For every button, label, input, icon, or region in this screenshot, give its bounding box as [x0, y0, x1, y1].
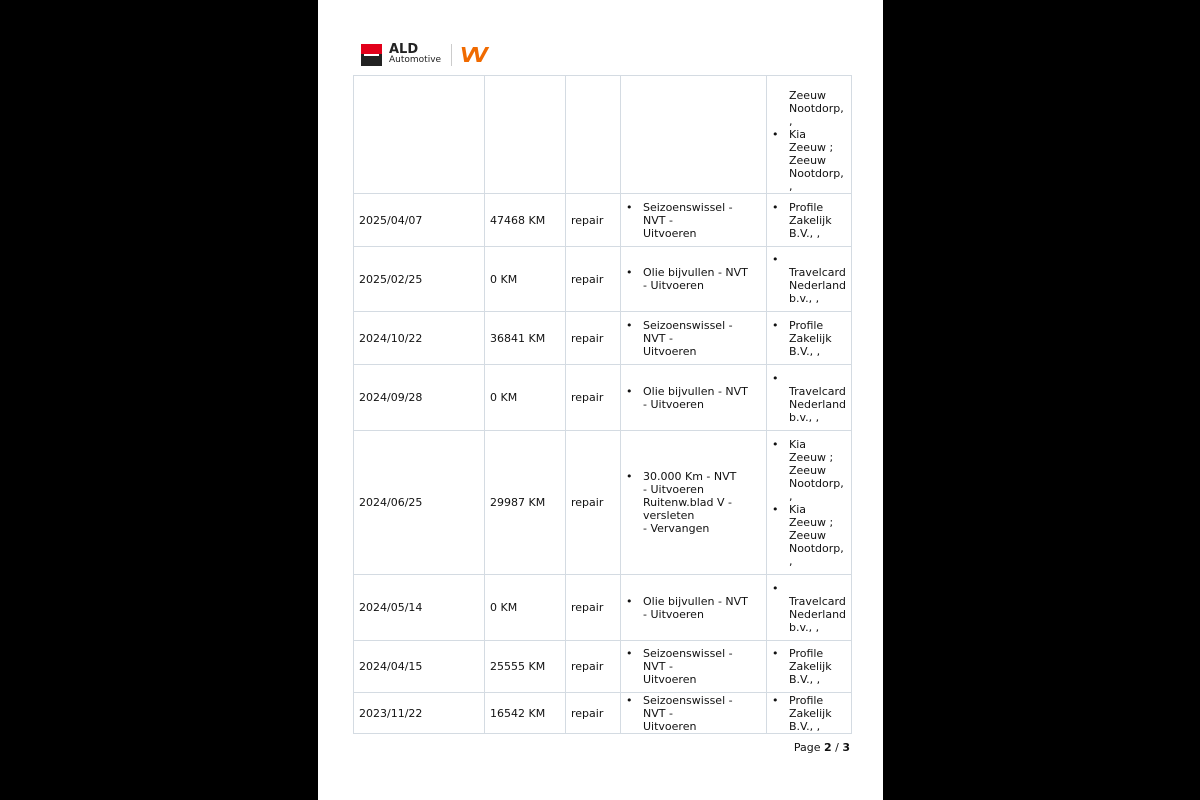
cell-km: 0 KM: [484, 364, 566, 431]
vendor-item: Kia Zeeuw ; Zeeuw Nootdorp, ,: [772, 503, 846, 568]
work-item: 30.000 Km - NVT - Uitvoeren Ruitenw.blad…: [626, 470, 761, 535]
cell-type: repair: [565, 246, 621, 312]
cell-km: 29987 KM: [484, 430, 566, 575]
work-item: Seizoenswissel - NVT - Uitvoeren: [626, 647, 761, 686]
cell-km: 36841 KM: [484, 311, 566, 365]
cell-type: repair: [565, 364, 621, 431]
cell-vendor: Travelcard Nederland b.v., ,: [765, 574, 853, 641]
ald-logo-text: ALD Automotive: [389, 42, 442, 66]
work-item: Seizoenswissel - NVT - Uitvoeren: [626, 201, 761, 240]
cell-work: Seizoenswissel - NVT - Uitvoeren: [620, 692, 767, 734]
cell-vendor: Zeeuw Nootdorp, ,Kia Zeeuw ; Zeeuw Nootd…: [765, 75, 853, 194]
page-current: 2: [823, 741, 832, 754]
cell-vendor: Kia Zeeuw ; Zeeuw Nootdorp, ,Kia Zeeuw ;…: [765, 430, 853, 575]
table-row: Zeeuw Nootdorp, ,Kia Zeeuw ; Zeeuw Nootd…: [353, 75, 853, 194]
page-label: Page: [793, 741, 824, 754]
cell-vendor: Travelcard Nederland b.v., ,: [765, 364, 853, 431]
cell-type: repair: [565, 692, 621, 734]
cell-work: Seizoenswissel - NVT - Uitvoeren: [620, 311, 767, 365]
vendor-item: Travelcard Nederland b.v., ,: [772, 372, 846, 424]
cell-work: Olie bijvullen - NVT - Uitvoeren: [620, 364, 767, 431]
work-item: Olie bijvullen - NVT - Uitvoeren: [626, 385, 761, 411]
leaseplan-logo-icon: VV: [460, 43, 488, 67]
work-item: Seizoenswissel - NVT - Uitvoeren: [626, 694, 761, 733]
cell-date: [353, 75, 485, 194]
logo-divider: [451, 44, 453, 66]
cell-type: repair: [565, 640, 621, 693]
cell-type: repair: [565, 193, 621, 247]
vendor-item: Kia Zeeuw ; Zeeuw Nootdorp, ,: [772, 128, 846, 193]
cell-date: 2024/06/25: [353, 430, 485, 575]
page-total: 3: [842, 741, 850, 754]
work-item: Seizoenswissel - NVT - Uitvoeren: [626, 319, 761, 358]
cell-vendor: Travelcard Nederland b.v., ,: [765, 246, 853, 312]
cell-vendor: Profile Zakelijk B.V., ,: [765, 692, 853, 734]
vendor-item: Profile Zakelijk B.V., ,: [772, 647, 846, 686]
vendor-continued: Zeeuw Nootdorp, ,: [789, 89, 844, 128]
vendor-item: Travelcard Nederland b.v., ,: [772, 582, 846, 634]
logo-sub: Automotive: [389, 55, 442, 65]
logo-brand: ALD: [389, 42, 419, 57]
cell-date: 2024/04/15: [353, 640, 485, 693]
cell-date: 2025/02/25: [353, 246, 485, 312]
maintenance-table: Zeeuw Nootdorp, ,Kia Zeeuw ; Zeeuw Nootd…: [353, 75, 853, 734]
cell-km: [484, 75, 566, 194]
cell-vendor: Profile Zakelijk B.V., ,: [765, 640, 853, 693]
cell-type: repair: [565, 574, 621, 641]
cell-km: 0 KM: [484, 574, 566, 641]
cell-work: Seizoenswissel - NVT - Uitvoeren: [620, 193, 767, 247]
vendor-item: Travelcard Nederland b.v., ,: [772, 253, 846, 305]
cell-km: 0 KM: [484, 246, 566, 312]
cell-km: 25555 KM: [484, 640, 566, 693]
cell-work: Seizoenswissel - NVT - Uitvoeren: [620, 640, 767, 693]
document-page: ALD Automotive VV Zeeuw Nootdorp, ,Kia Z…: [318, 0, 883, 800]
vendor-item: Profile Zakelijk B.V., ,: [772, 319, 846, 358]
cell-work: 30.000 Km - NVT - Uitvoeren Ruitenw.blad…: [620, 430, 767, 575]
page-number: Page 2 / 3: [794, 741, 850, 754]
cell-date: 2023/11/22: [353, 692, 485, 734]
ald-logo-icon: [361, 44, 382, 66]
vendor-item: Kia Zeeuw ; Zeeuw Nootdorp, ,: [772, 438, 846, 503]
cell-type: repair: [565, 430, 621, 575]
cell-work: Olie bijvullen - NVT - Uitvoeren: [620, 246, 767, 312]
cell-date: 2024/05/14: [353, 574, 485, 641]
table-row: 2024/05/140 KMrepairOlie bijvullen - NVT…: [353, 574, 853, 641]
cell-work: Olie bijvullen - NVT - Uitvoeren: [620, 574, 767, 641]
cell-work: [620, 75, 767, 194]
table-row: 2025/02/250 KMrepairOlie bijvullen - NVT…: [353, 246, 853, 312]
table-row: 2024/09/280 KMrepairOlie bijvullen - NVT…: [353, 364, 853, 431]
work-item: Olie bijvullen - NVT - Uitvoeren: [626, 266, 761, 292]
cell-km: 47468 KM: [484, 193, 566, 247]
cell-date: 2024/10/22: [353, 311, 485, 365]
cell-vendor: Profile Zakelijk B.V., ,: [765, 193, 853, 247]
vendor-item: Profile Zakelijk B.V., ,: [772, 201, 846, 240]
cell-type: [565, 75, 621, 194]
header-logo: ALD Automotive VV: [361, 42, 488, 67]
work-item: Olie bijvullen - NVT - Uitvoeren: [626, 595, 761, 621]
page-sep: /: [831, 741, 843, 754]
cell-date: 2024/09/28: [353, 364, 485, 431]
vendor-item: Profile Zakelijk B.V., ,: [772, 694, 846, 733]
cell-vendor: Profile Zakelijk B.V., ,: [765, 311, 853, 365]
cell-date: 2025/04/07: [353, 193, 485, 247]
cell-type: repair: [565, 311, 621, 365]
cell-km: 16542 KM: [484, 692, 566, 734]
